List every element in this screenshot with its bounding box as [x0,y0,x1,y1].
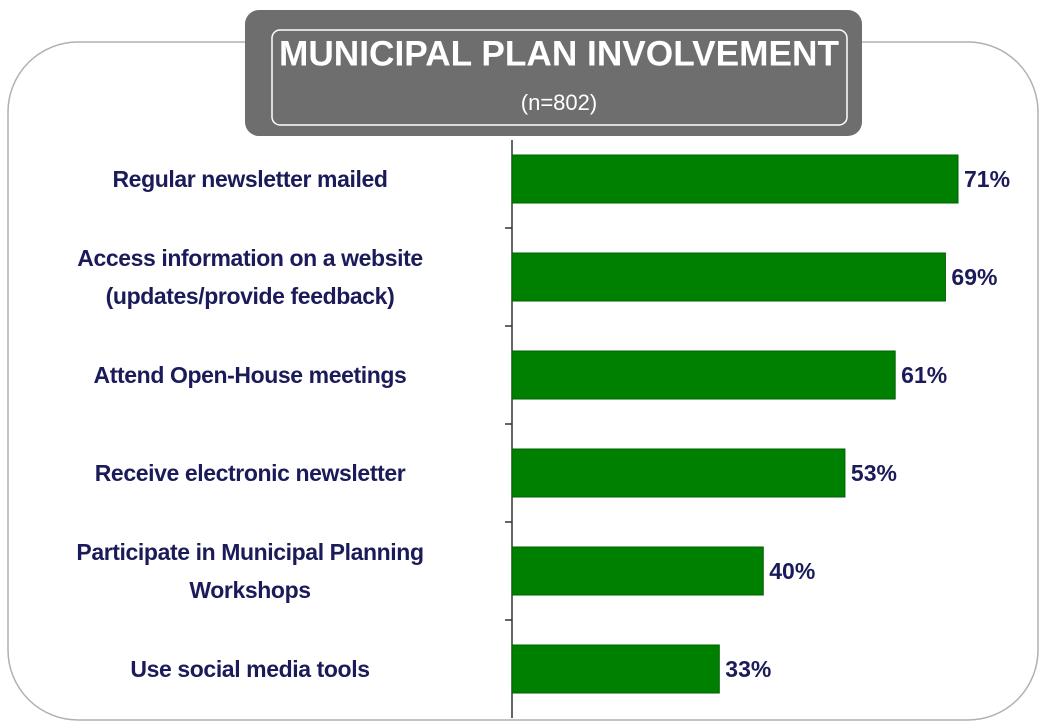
bar [511,154,959,204]
bar [511,350,896,400]
category-label: Participate in Municipal Planning Worksh… [76,539,424,603]
value-label: 69% [951,264,997,290]
value-label: 71% [964,166,1010,192]
category-label: Access information on a website (updates… [77,245,423,309]
bar [511,644,720,694]
bar [511,546,764,596]
value-label: 53% [851,460,897,486]
chart-title: MUNICIPAL PLAN INVOLVEMENT [279,34,839,73]
title-box [245,10,862,136]
bar [511,448,846,498]
category-label: Regular newsletter mailed [112,166,388,192]
category-label: Receive electronic newsletter [94,460,406,486]
category-label: Use social media tools [130,656,370,682]
chart-subtitle: (n=802) [521,90,597,115]
value-label: 33% [725,656,771,682]
value-label: 40% [769,558,815,584]
bar [511,252,946,302]
value-label: 61% [901,362,947,388]
title-box-border [271,29,848,126]
category-label: Attend Open-House meetings [93,362,407,388]
